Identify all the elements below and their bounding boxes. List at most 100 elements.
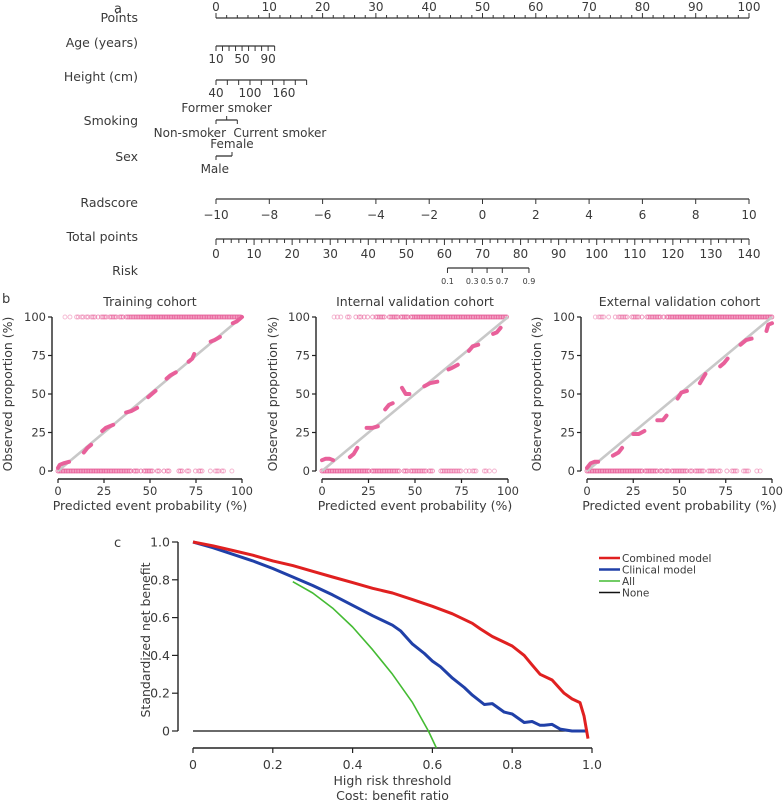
panel-label-c: c [114,536,121,551]
rug-point [233,314,239,320]
rug-point [386,314,392,320]
rug-point [599,468,605,474]
rug-point [108,468,114,474]
rug-point [408,468,414,474]
rug-point [113,468,119,474]
rug-point [706,314,711,320]
rug-point [414,468,420,474]
y-tick-label: 1.0 [150,535,170,550]
rug-point [712,468,718,474]
rug-point [361,314,367,320]
rug-point [480,314,486,320]
x-tick-label: 0.6 [422,757,442,772]
rug-point [376,468,382,474]
calibration-segment [100,422,116,433]
rug-point [89,314,94,320]
rug-point [486,468,492,474]
rug-point [742,314,748,320]
rug-point [456,468,462,474]
rug-point [492,314,498,320]
points-tick-label: 20 [315,0,330,14]
rug-point [229,468,235,474]
rug-point [358,468,363,474]
rug-point [418,314,424,320]
rug-point [651,314,657,320]
row-label-smoking: Smoking [84,113,138,128]
rug-point [591,468,597,474]
x-tick-label: 25 [97,484,112,498]
y-tick-label: 100 [553,310,575,324]
rug-point [602,468,608,474]
rug-point [632,314,638,320]
rug-point [356,468,362,474]
rug-point [331,314,337,320]
row-label-age-years-: Age (years) [66,35,138,50]
total-points-tick-label: 0 [212,247,220,261]
rug-point [746,468,751,474]
rug-point [642,468,648,474]
rug-point [471,468,477,474]
total-points-tick-label: 10 [246,247,261,261]
rug-point [440,314,446,320]
rug-point [430,468,435,474]
rug-point [662,468,668,474]
rug-point [213,314,219,320]
rug-point [116,468,122,474]
rug-point [717,314,723,320]
rug-points [584,314,775,474]
rug-point [144,468,150,474]
calibration-segment [56,459,71,470]
rug-point [138,314,144,320]
rug-point [621,468,627,474]
rug-point [143,314,149,320]
rug-point [138,468,144,474]
rug-point [741,468,746,474]
rug-point [228,314,234,320]
rug-point [769,314,775,320]
x-axis-label: High risk threshold [334,773,452,788]
radscore-tick-label: −4 [367,208,385,222]
rug-point [178,314,184,320]
points-tick-label: 0 [212,0,220,14]
calibration-segment [124,405,140,415]
total-points-tick-label: 30 [323,247,338,261]
calibration-segment [446,362,460,372]
rug-point [428,314,434,320]
rug-point [216,468,222,474]
rug-point [744,314,750,320]
rug-point [677,468,683,474]
rug-point [491,468,497,474]
rug-point [336,468,342,474]
radscore-tick-label: −10 [203,208,228,222]
rug-point [338,314,344,320]
total-points-tick-label: 40 [361,247,376,261]
y-axis-label: Observed proportion (%) [265,317,280,472]
x-tick-label: 1.0 [582,757,602,772]
rug-point [342,468,348,474]
y-tick-label: 0.2 [150,686,170,701]
rug-point [413,314,419,320]
rug-point [452,314,458,320]
y-tick-label: 25 [295,426,310,440]
rug-point [711,314,716,320]
rug-point [450,314,456,320]
rug-point [649,468,655,474]
rug-point [672,468,678,474]
rug-point [209,314,215,320]
total-points-tick-label: 70 [475,247,490,261]
rug-point [95,314,101,320]
x-tick-label: 0 [583,484,590,498]
rug-point [170,314,176,320]
rug-point [746,314,751,320]
calibration-segment [230,315,244,326]
rug-point [212,468,218,474]
rug-point [126,468,132,474]
legend-label: None [622,588,649,600]
calibration-segment [610,445,625,458]
rug-point [734,314,740,320]
points-tick-label: 90 [688,0,703,14]
rug-point [62,314,68,320]
radscore-tick-label: −6 [314,208,332,222]
rug-point [100,468,106,474]
rug-point [373,468,379,474]
